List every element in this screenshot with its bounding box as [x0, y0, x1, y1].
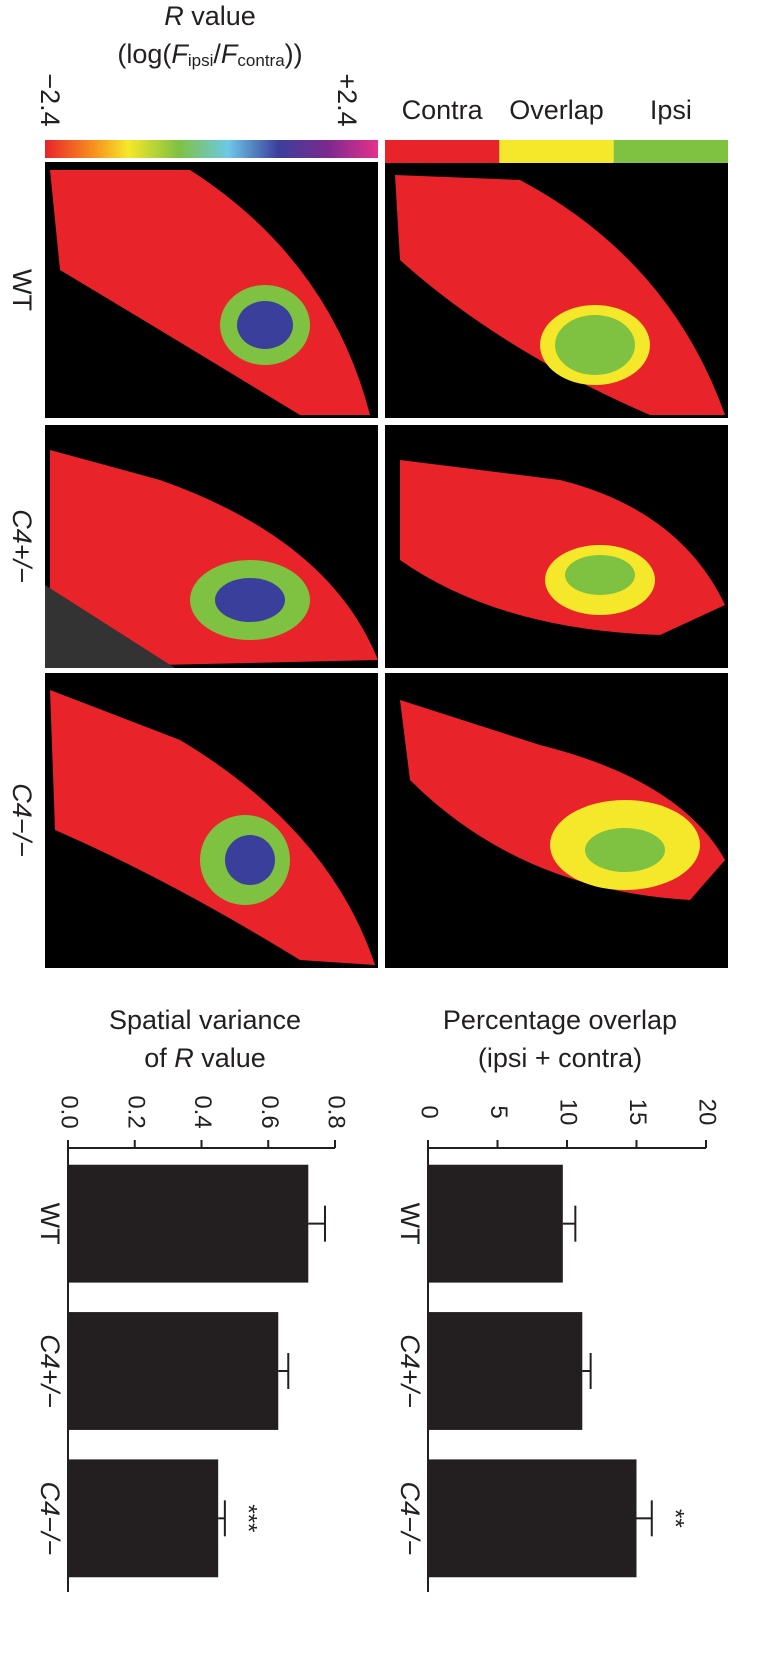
panel-shape	[50, 690, 375, 965]
bar	[428, 1459, 637, 1578]
row-label: C4+/−	[7, 509, 37, 583]
legend-label: Contra	[402, 95, 484, 125]
chart-title-part: (ipsi + contra)	[478, 1043, 642, 1073]
chart-title-part: of	[144, 1043, 174, 1073]
colorbar-formula: (log(Fipsi/Fcontra))	[117, 39, 302, 70]
x-tick-label: 0.0	[56, 1095, 83, 1128]
chart-title: Percentage overlap	[443, 1005, 677, 1035]
panel-shape	[237, 301, 293, 349]
category-label: C4+/−	[395, 1334, 425, 1408]
x-tick-label: 0.8	[323, 1095, 350, 1128]
bar	[68, 1312, 279, 1430]
row-label: WT	[7, 269, 37, 311]
chart-title: of R value	[144, 1043, 266, 1073]
legend-label: Overlap	[509, 95, 604, 125]
legend-swatch	[499, 140, 614, 163]
bar	[68, 1164, 309, 1283]
row-labels: WT C4+/− C4−/−	[7, 269, 37, 857]
legend-swatch	[613, 140, 728, 163]
panel-shape	[225, 835, 275, 885]
legend-swatch	[385, 140, 500, 163]
x-tick-label: 15	[624, 1099, 651, 1126]
x-tick-label: 0.6	[256, 1095, 283, 1128]
formula-part: ))	[285, 39, 303, 69]
category-label: C4−/−	[35, 1482, 65, 1556]
formula-part: ipsi	[188, 51, 214, 70]
panel-shape	[215, 578, 285, 622]
x-tick-label: 10	[555, 1099, 582, 1126]
significance: ***	[235, 1504, 262, 1532]
colorbar-min: −2.4	[35, 73, 65, 126]
colorbar-title-r: R	[164, 1, 184, 31]
chart-title: (ipsi + contra)	[478, 1043, 642, 1073]
bar	[428, 1164, 563, 1283]
overlap-legend: Contra Overlap Ipsi	[385, 95, 728, 163]
formula-part: F	[221, 39, 239, 69]
bar	[68, 1459, 219, 1578]
row-label: C4−/−	[7, 783, 37, 857]
panel-shape	[45, 585, 175, 668]
formula-part: /	[213, 39, 221, 69]
category-label: WT	[395, 1203, 425, 1245]
colorbar-title-rest: value	[184, 1, 256, 31]
chart-title-part: R	[174, 1043, 194, 1073]
formula-part: (log(	[117, 39, 171, 69]
category-label: WT	[35, 1203, 65, 1245]
colorbar-max: +2.4	[332, 73, 362, 126]
chart-title-part: value	[194, 1043, 266, 1073]
panel-shape	[555, 315, 635, 375]
micrographs	[45, 162, 728, 968]
x-tick-label: 5	[485, 1105, 512, 1118]
category-label: C4−/−	[395, 1482, 425, 1556]
chart-title: Spatial variance	[109, 1005, 301, 1035]
legend-label: Ipsi	[650, 95, 692, 125]
formula-part: F	[171, 39, 189, 69]
charts: Spatial variance of R value 0.0 0.2 0.4 0.6 0.…	[35, 1005, 721, 1592]
category-label: C4+/−	[35, 1334, 65, 1408]
x-tick-label: 0.2	[122, 1095, 149, 1128]
colorbar-title: R value	[164, 1, 256, 31]
significance: **	[661, 1509, 688, 1528]
x-tick-label: 0	[416, 1105, 443, 1118]
panel-shape	[585, 828, 665, 872]
formula-part: contra	[237, 51, 285, 70]
x-tick-label: 0.4	[189, 1095, 216, 1128]
panel-shape	[565, 555, 635, 595]
x-tick-label: 20	[694, 1099, 721, 1126]
bar	[428, 1312, 583, 1430]
colorbar	[45, 140, 378, 158]
